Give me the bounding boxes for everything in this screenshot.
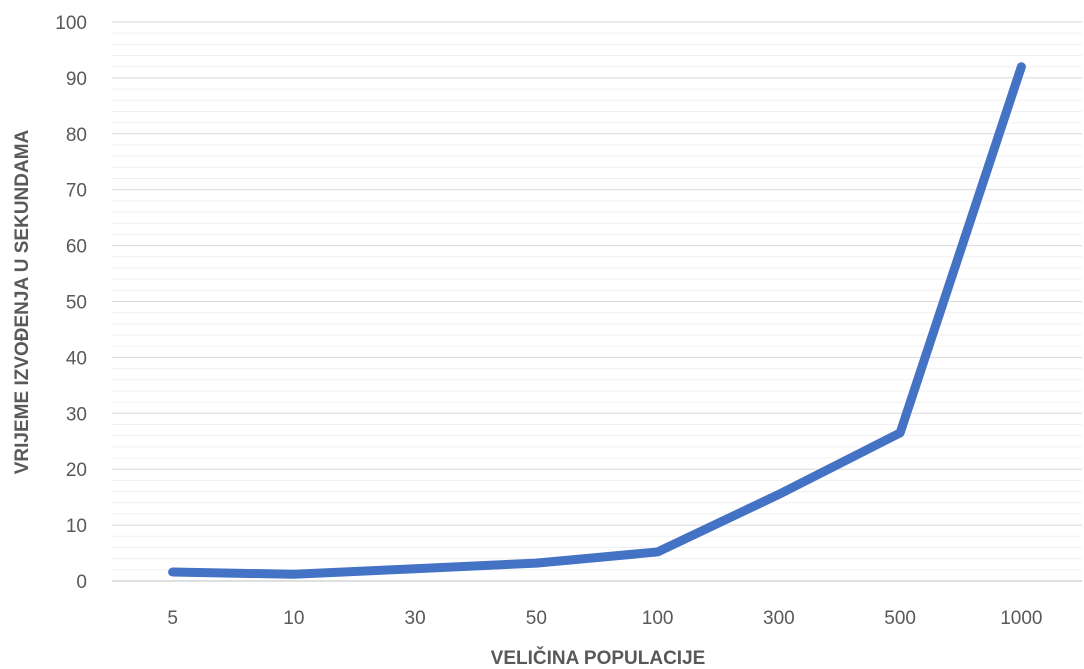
y-tick-label: 80 [66, 125, 87, 146]
series-line [168, 62, 1026, 579]
y-tick-label: 100 [55, 13, 87, 34]
y-tick-label: 50 [66, 293, 87, 314]
y-tick-label: 10 [66, 516, 87, 537]
y-tick-label: 90 [66, 69, 87, 90]
y-tick-label: 40 [66, 348, 87, 369]
series-group [168, 62, 1026, 579]
x-tick-label: 500 [884, 608, 916, 629]
x-tick-label: 1000 [1000, 608, 1042, 629]
y-tick-label: 30 [66, 404, 87, 425]
y-axis-ticks: 0 10 20 30 40 50 60 70 80 90 100 [55, 13, 87, 593]
x-tick-label: 100 [642, 608, 674, 629]
y-tick-label: 70 [66, 181, 87, 202]
grid [112, 21, 1082, 582]
y-tick-label: 60 [66, 237, 87, 258]
y-tick-label: 0 [76, 572, 87, 593]
x-tick-label: 50 [526, 608, 547, 629]
x-axis-ticks: 5 10 30 50 100 300 500 1000 [167, 608, 1042, 629]
x-tick-label: 5 [167, 608, 178, 629]
y-axis-title: VRIJEME IZVOĐENJA U SEKUNDAMA [12, 129, 33, 474]
x-tick-label: 30 [405, 608, 426, 629]
x-tick-label: 300 [763, 608, 795, 629]
x-axis-title: VELIČINA POPULACIJE [491, 647, 706, 669]
x-tick-label: 10 [283, 608, 304, 629]
y-tick-label: 20 [66, 460, 87, 481]
